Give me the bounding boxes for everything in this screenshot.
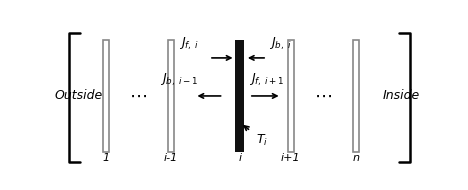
Text: Outside: Outside xyxy=(54,89,102,102)
Bar xyxy=(168,40,174,152)
Text: n: n xyxy=(352,153,359,163)
Text: $J_{b,\;i-1}$: $J_{b,\;i-1}$ xyxy=(160,72,198,88)
Bar xyxy=(353,40,359,152)
Bar xyxy=(288,40,293,152)
Text: Inside: Inside xyxy=(383,89,420,102)
Bar xyxy=(103,40,109,152)
Text: i+1: i+1 xyxy=(281,153,300,163)
Text: 1: 1 xyxy=(102,153,109,163)
Text: $\cdots$: $\cdots$ xyxy=(314,87,332,105)
Bar xyxy=(235,40,244,152)
Text: i: i xyxy=(238,153,241,163)
Text: $J_{f,\;i+1}$: $J_{f,\;i+1}$ xyxy=(249,72,285,88)
Text: $\cdots$: $\cdots$ xyxy=(129,87,147,105)
Text: i-1: i-1 xyxy=(164,153,178,163)
Text: $T_i$: $T_i$ xyxy=(256,133,268,148)
Text: $J_{f,\;i}$: $J_{f,\;i}$ xyxy=(179,36,199,52)
Text: $J_{b,\;i}$: $J_{b,\;i}$ xyxy=(269,36,292,52)
